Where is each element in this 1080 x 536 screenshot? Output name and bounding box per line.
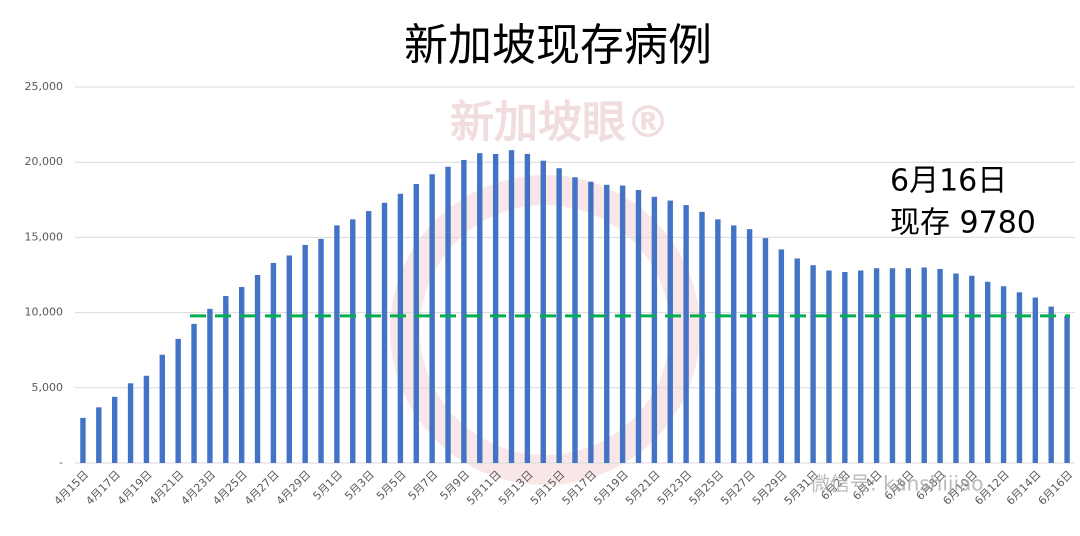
bar — [223, 296, 229, 463]
bar — [524, 153, 531, 464]
x-tick-label: 5月3日 — [342, 468, 377, 503]
bar — [96, 407, 102, 463]
annotation: 现存 9780 — [890, 206, 1036, 241]
bar — [461, 159, 467, 463]
bar — [286, 255, 292, 463]
bar — [302, 244, 308, 463]
bar — [810, 265, 816, 463]
bar — [270, 262, 277, 463]
bar — [619, 185, 626, 463]
x-tick-label: 5月5日 — [374, 468, 409, 503]
watermark: 微信号: kanshijiao — [810, 472, 984, 496]
bar — [873, 268, 880, 463]
bar — [953, 273, 959, 463]
bar — [381, 202, 388, 464]
y-tick-label: 15,000 — [25, 230, 64, 243]
bar — [238, 287, 245, 463]
chart-title: 新加坡现存病例 — [404, 20, 712, 71]
bar — [778, 249, 785, 463]
y-tick-label: 25,000 — [25, 80, 64, 93]
bar — [635, 190, 642, 464]
bar — [111, 396, 118, 463]
bar — [588, 181, 594, 463]
bar — [572, 177, 578, 464]
bar — [683, 205, 689, 463]
bar — [254, 275, 261, 463]
bar — [1016, 292, 1023, 463]
bar — [365, 211, 372, 463]
bar — [1000, 286, 1007, 463]
bar — [715, 219, 721, 463]
bar — [492, 153, 499, 464]
bar — [127, 383, 134, 463]
bar — [175, 338, 181, 463]
bar — [477, 153, 483, 463]
bar — [143, 375, 150, 463]
bar — [921, 267, 927, 463]
x-tick-label: 4月29日 — [274, 468, 314, 508]
bar — [191, 323, 197, 463]
bar — [858, 270, 864, 463]
bar — [826, 270, 832, 463]
bar — [842, 271, 848, 463]
bar — [604, 184, 610, 463]
bar — [413, 184, 419, 463]
y-tick-label: - — [59, 456, 63, 469]
bar — [969, 275, 975, 463]
bar — [1032, 297, 1039, 463]
bar — [762, 238, 769, 463]
bar — [429, 174, 435, 463]
bar — [318, 238, 324, 463]
bar — [667, 200, 673, 463]
x-tick-label: 5月1日 — [310, 468, 345, 503]
bar — [889, 268, 896, 463]
bar — [334, 225, 340, 463]
y-tick-label: 5,000 — [32, 381, 64, 394]
y-tick-label: 20,000 — [25, 155, 64, 168]
x-tick-label: 5月7日 — [406, 468, 441, 503]
annotation: 6月16日 — [890, 164, 1007, 199]
bar — [80, 417, 86, 463]
bar — [508, 150, 515, 463]
bar — [540, 160, 546, 464]
x-tick-label: 6月16日 — [1036, 468, 1076, 508]
bar — [1048, 306, 1054, 463]
bar — [397, 193, 404, 463]
bar — [1064, 315, 1070, 463]
bar — [207, 308, 213, 463]
bar — [984, 281, 991, 463]
bar — [731, 225, 737, 463]
y-tick-label: 10,000 — [25, 306, 64, 319]
bar — [556, 168, 562, 463]
bar — [746, 229, 753, 463]
bar — [159, 354, 166, 463]
bar — [699, 211, 705, 463]
bar — [937, 268, 943, 463]
watermark: 新加坡眼® — [450, 97, 670, 148]
bar — [794, 258, 800, 463]
bar — [350, 219, 356, 463]
bar — [651, 196, 658, 464]
bar — [905, 268, 912, 463]
